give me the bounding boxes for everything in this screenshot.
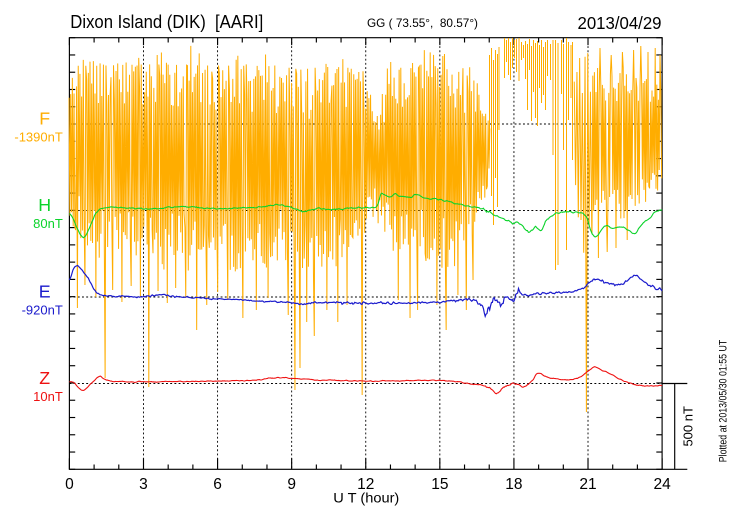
svg-text:0: 0	[65, 476, 74, 493]
svg-text:-920nT: -920nT	[22, 303, 63, 318]
svg-text:Dixon Island (DIK) [AARI]: Dixon Island (DIK) [AARI]	[70, 12, 263, 32]
svg-text:Plotted at 2013/05/30 01:55 UT: Plotted at 2013/05/30 01:55 UT	[717, 340, 729, 463]
svg-text:21: 21	[579, 476, 596, 493]
svg-text:2013/04/29: 2013/04/29	[578, 13, 662, 33]
svg-text:H: H	[38, 195, 51, 215]
svg-text:F: F	[39, 108, 50, 128]
svg-text:24: 24	[653, 476, 671, 493]
svg-text:Z: Z	[39, 368, 50, 388]
svg-text:18: 18	[505, 476, 522, 493]
svg-text:80nT: 80nT	[33, 216, 63, 231]
svg-text:U T (hour): U T (hour)	[333, 490, 399, 506]
svg-text:12: 12	[357, 476, 374, 493]
svg-text:-1390nT: -1390nT	[14, 130, 62, 145]
svg-text:E: E	[39, 281, 51, 301]
svg-text:3: 3	[139, 476, 148, 493]
svg-text:500 nT: 500 nT	[681, 406, 696, 447]
svg-text:9: 9	[287, 476, 296, 493]
svg-text:6: 6	[213, 476, 222, 493]
svg-text:GG ( 73.55°, 80.57°): GG ( 73.55°, 80.57°)	[367, 16, 478, 30]
svg-text:15: 15	[431, 476, 448, 493]
svg-text:10nT: 10nT	[33, 389, 63, 404]
